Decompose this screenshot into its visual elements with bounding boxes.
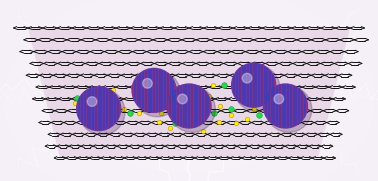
Circle shape bbox=[77, 87, 121, 131]
Circle shape bbox=[274, 94, 284, 104]
Ellipse shape bbox=[70, 26, 308, 173]
Circle shape bbox=[132, 68, 176, 112]
Circle shape bbox=[266, 86, 312, 132]
Circle shape bbox=[232, 63, 276, 107]
Circle shape bbox=[234, 65, 280, 112]
Polygon shape bbox=[28, 28, 350, 158]
Circle shape bbox=[87, 97, 97, 106]
Circle shape bbox=[167, 84, 211, 128]
Circle shape bbox=[263, 84, 307, 128]
Circle shape bbox=[134, 71, 180, 117]
Circle shape bbox=[242, 73, 252, 83]
Ellipse shape bbox=[4, 0, 374, 181]
Circle shape bbox=[169, 86, 215, 132]
Circle shape bbox=[178, 94, 187, 104]
Circle shape bbox=[143, 79, 152, 88]
Circle shape bbox=[79, 89, 125, 135]
